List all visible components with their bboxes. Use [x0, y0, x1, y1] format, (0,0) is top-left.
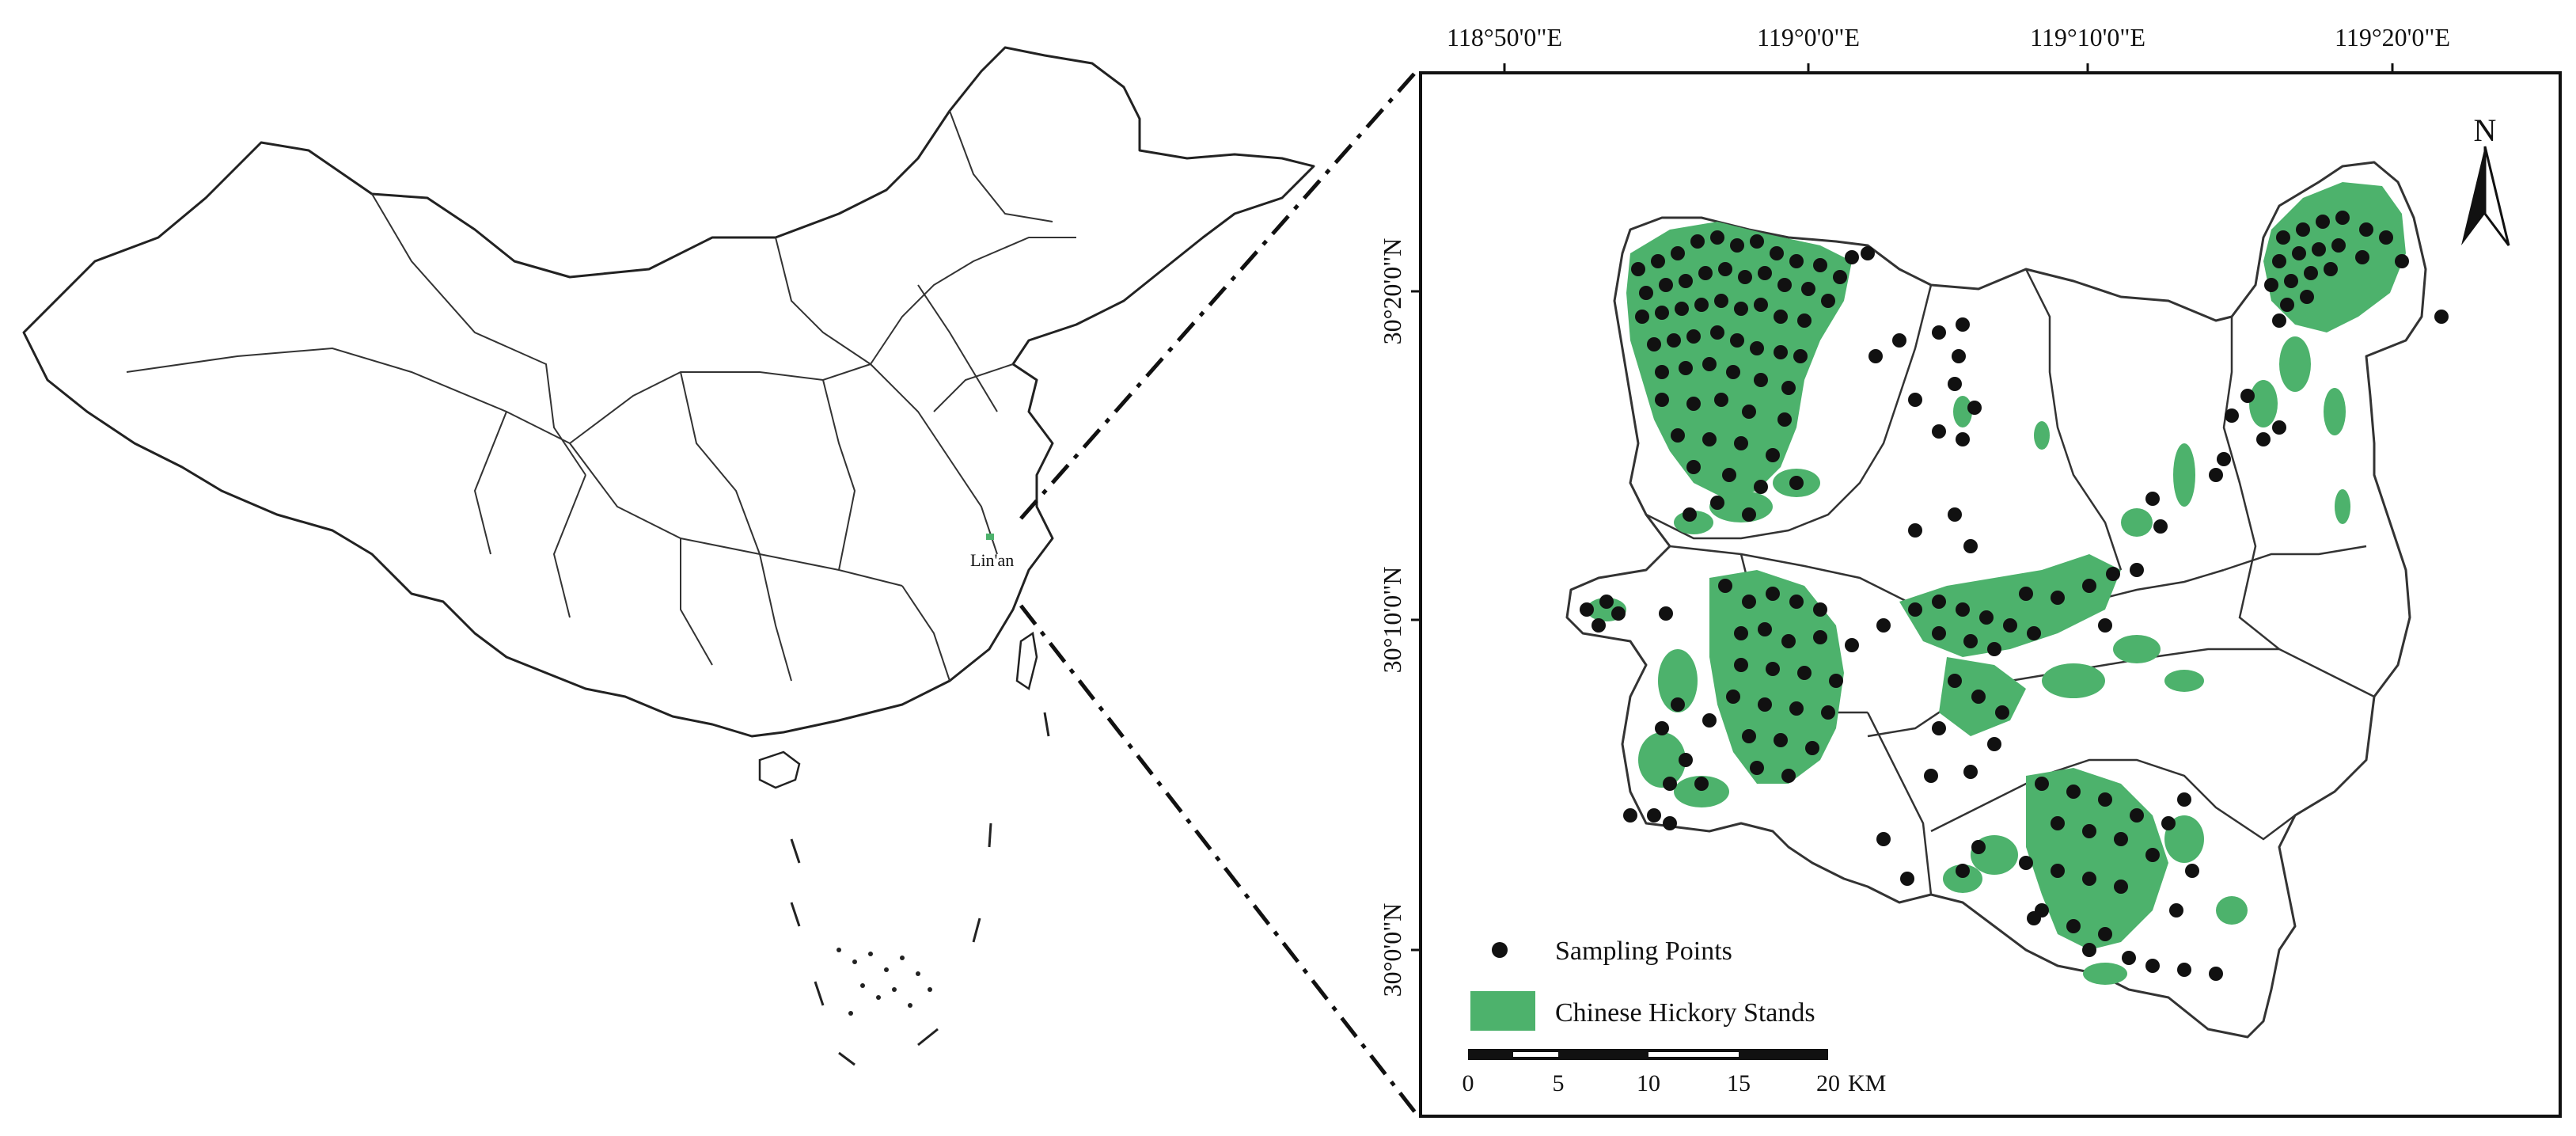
hickory-stands	[1587, 182, 2406, 985]
sampling-points	[1580, 211, 2449, 981]
scale-tick-label: 20	[1816, 1070, 1840, 1096]
scale-tick-label: 5	[1553, 1070, 1565, 1096]
lon-tick-label: 118°50'0"E	[1447, 23, 1562, 51]
nine-dash-line	[790, 712, 1050, 1066]
scale-tick-label: 0	[1463, 1070, 1474, 1096]
taiwan-island	[1015, 631, 1038, 691]
study-area-marker	[986, 534, 994, 540]
china-outline	[22, 46, 1315, 738]
detail-map-frame	[1419, 71, 2562, 1118]
province-boundaries	[126, 110, 1076, 682]
lat-tick-label: 30°20'0"N	[1378, 238, 1406, 345]
scale-unit-label: KM	[1848, 1070, 1886, 1096]
detail-map: 118°50'0"E 119°0'0"E 119°10'0"E 119°20'0…	[1378, 23, 2562, 1118]
lon-tick-label: 119°20'0"E	[2335, 23, 2450, 51]
scale-tick-label: 10	[1637, 1070, 1660, 1096]
legend-stands-swatch	[1470, 991, 1535, 1031]
lat-tick-label: 30°0'0"N	[1378, 903, 1406, 997]
zoom-leader-lines	[1019, 71, 1417, 1114]
north-arrow: N	[2461, 112, 2510, 246]
south-sea-islands	[837, 948, 932, 1016]
legend-hickory-stands-label: Chinese Hickory Stands	[1555, 998, 1815, 1028]
scale-tick-label: 15	[1727, 1070, 1751, 1096]
north-label: N	[2474, 112, 2497, 148]
lon-tick-label: 119°0'0"E	[1757, 23, 1860, 51]
latitude-ticks	[1411, 290, 1421, 952]
region-label: Lin'an	[970, 550, 1014, 570]
legend-sampling-points-label: Sampling Points	[1555, 937, 1732, 966]
lon-tick-label: 119°10'0"E	[2030, 23, 2145, 51]
scale-bar: 0 5 10 15 20 KM	[1463, 1049, 1886, 1096]
legend-point-symbol	[1492, 942, 1508, 958]
lat-tick-label: 30°10'0"N	[1378, 567, 1406, 674]
overview-map: Lin'an	[22, 46, 1315, 1066]
hainan-island	[758, 750, 801, 789]
legend: Sampling Points Chinese Hickory Stands	[1470, 937, 1815, 1031]
longitude-ticks	[1503, 63, 2394, 73]
